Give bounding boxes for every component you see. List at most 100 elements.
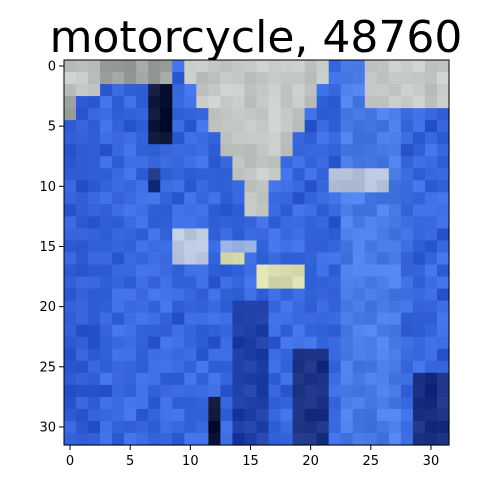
image-pixel (316, 72, 330, 85)
image-pixel (184, 180, 197, 193)
image-pixel (436, 432, 450, 446)
image-pixel (388, 120, 402, 133)
image-pixel (112, 288, 125, 302)
image-pixel (364, 324, 378, 338)
image-pixel (256, 192, 270, 205)
image-pixel (280, 336, 294, 350)
image-pixel (184, 432, 197, 446)
image-pixel (400, 324, 414, 338)
image-pixel (328, 300, 342, 314)
image-pixel (124, 216, 137, 230)
image-pixel (220, 432, 234, 446)
image-pixel (244, 84, 258, 97)
image-pixel (304, 132, 318, 145)
image-pixel (328, 240, 342, 254)
image-pixel (76, 396, 89, 410)
image-pixel (256, 144, 270, 157)
image-pixel (112, 96, 125, 109)
image-pixel (172, 264, 185, 278)
image-pixel (184, 384, 197, 398)
image-pixel (424, 384, 438, 398)
image-pixel (220, 336, 234, 350)
image-pixel (352, 240, 366, 254)
image-pixel (124, 192, 137, 205)
image-pixel (64, 324, 77, 338)
image-pixel (412, 228, 426, 242)
image-pixel (256, 324, 270, 338)
image-pixel (316, 312, 330, 326)
image-pixel (352, 108, 366, 121)
image-pixel (268, 192, 282, 205)
image-pixel (184, 156, 197, 169)
image-pixel (292, 240, 306, 254)
image-pixel (304, 228, 318, 242)
image-pixel (208, 108, 222, 121)
image-pixel (316, 156, 330, 169)
image-pixel (88, 144, 101, 157)
image-pixel (256, 264, 270, 278)
image-pixel (352, 84, 366, 97)
image-pixel (316, 120, 330, 133)
image-pixel (232, 264, 246, 278)
image-pixel (280, 72, 294, 85)
image-pixel (280, 96, 294, 109)
image-pixel (412, 300, 426, 314)
image-pixel (64, 168, 77, 181)
image-pixel (328, 348, 342, 362)
image-pixel (64, 432, 77, 446)
image-pixel (280, 216, 294, 230)
image-pixel (196, 180, 209, 193)
image-pixel (160, 276, 173, 290)
image-pixel (172, 312, 185, 326)
image-pixel (388, 432, 402, 446)
image-pixel (352, 336, 366, 350)
image-pixel (100, 264, 113, 278)
image-pixel (340, 300, 354, 314)
image-pixel (400, 84, 414, 97)
image-pixel (196, 120, 209, 133)
image-pixel (232, 168, 246, 181)
image-pixel (148, 120, 161, 133)
image-pixel (196, 132, 209, 145)
image-pixel (280, 324, 294, 338)
image-pixel (388, 396, 402, 410)
image-pixel (76, 108, 89, 121)
image-pixel (268, 360, 282, 374)
image-pixel (76, 384, 89, 398)
image-pixel (376, 360, 390, 374)
image-pixel (376, 72, 390, 85)
image-pixel (304, 264, 318, 278)
image-pixel (400, 72, 414, 85)
image-pixel (208, 396, 222, 410)
image-pixel (124, 288, 137, 302)
image-pixel (424, 204, 438, 218)
image-pixel (76, 288, 89, 302)
image-pixel (376, 228, 390, 242)
image-pixel (268, 204, 282, 218)
image-pixel (400, 240, 414, 254)
image-pixel (268, 132, 282, 145)
image-pixel (268, 168, 282, 181)
image-pixel (100, 372, 113, 386)
image-pixel (112, 264, 125, 278)
image-pixel (376, 288, 390, 302)
image-pixel (304, 384, 318, 398)
image-pixel (124, 132, 137, 145)
image-pixel (436, 336, 450, 350)
image-pixel (172, 360, 185, 374)
image-pixel (328, 180, 342, 193)
image-pixel (268, 276, 282, 290)
image-pixel (160, 132, 173, 145)
image-pixel (100, 384, 113, 398)
image-pixel (136, 396, 149, 410)
image-pixel (244, 360, 258, 374)
image-pixel (136, 288, 149, 302)
image-pixel (112, 324, 125, 338)
image-pixel (400, 300, 414, 314)
image-pixel (400, 336, 414, 350)
image-pixel (292, 228, 306, 242)
image-pixel (268, 264, 282, 278)
image-pixel (436, 144, 450, 157)
image-pixel (364, 432, 378, 446)
image-pixel (208, 324, 222, 338)
